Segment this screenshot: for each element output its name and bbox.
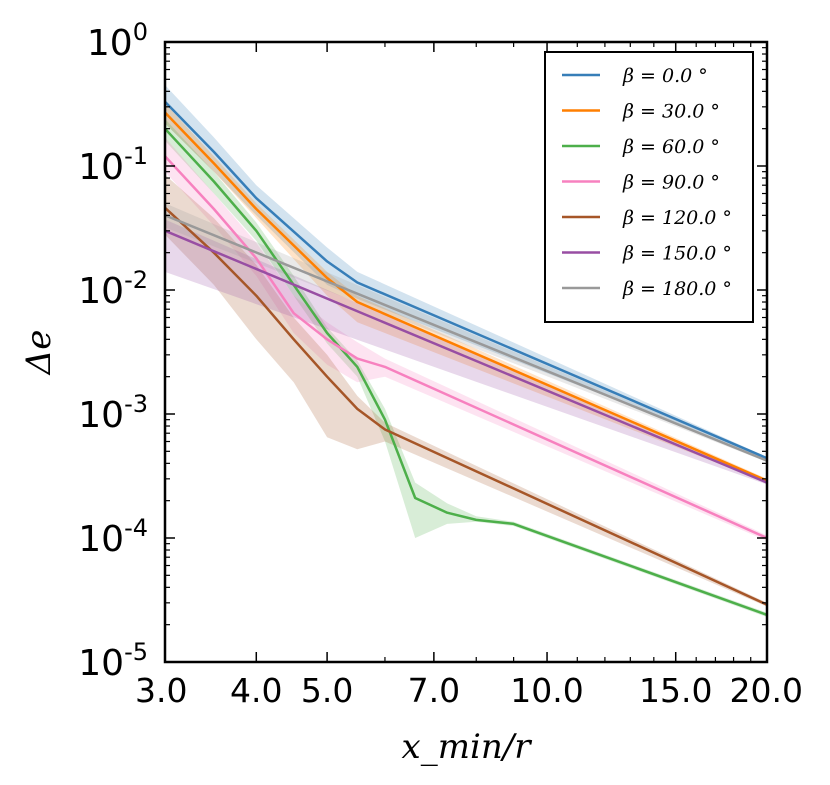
x-tick-label: 7.0 <box>408 671 460 710</box>
y-axis: 10-5 10-4 10-3 10-2 10-1 100 <box>78 18 767 684</box>
series-line-4 <box>165 206 767 606</box>
legend-label: β = 30.0 ° <box>622 101 720 123</box>
y-axis-label: Δe <box>19 330 59 377</box>
legend: β = 0.0 ° β = 30.0 ° β = 60.0 ° β = 90.0 ° β… <box>544 51 754 323</box>
y-tick-label: 10-2 <box>78 266 148 312</box>
series-line-5 <box>165 229 767 484</box>
x-axis: 3.0 4.0 5.0 7.0 10.0 15.0 20.0 <box>135 42 803 710</box>
x-tick-label: 5.0 <box>301 671 353 710</box>
x-tick-label: 10.0 <box>510 671 583 710</box>
y-tick-label: 10-5 <box>78 638 148 684</box>
y-tick-label: 10-1 <box>78 142 148 188</box>
x-tick-label: 20.0 <box>730 671 803 710</box>
series-lines <box>165 100 767 617</box>
x-tick-label: 3.0 <box>135 671 187 710</box>
legend-label: β = 90.0 ° <box>622 172 720 194</box>
y-tick-label: 10-3 <box>78 390 148 436</box>
legend-label: β = 180.0 ° <box>622 278 732 300</box>
legend-label: β = 0.0 ° <box>622 65 708 87</box>
series-line-1 <box>165 111 767 482</box>
x-tick-label: 15.0 <box>639 671 712 710</box>
y-tick-label: 100 <box>87 18 148 64</box>
series-line-0 <box>165 100 767 460</box>
series-line-3 <box>165 155 767 540</box>
legend-box <box>544 51 754 323</box>
legend-label: β = 150.0 ° <box>622 243 732 265</box>
x-axis-label: x_min/r <box>402 727 533 767</box>
series-line-2 <box>165 127 767 617</box>
legend-label: β = 120.0 ° <box>622 207 732 229</box>
series-line-6 <box>165 214 767 462</box>
legend-label: β = 60.0 ° <box>622 136 720 158</box>
plot-frame <box>163 40 769 664</box>
y-tick-label: 10-4 <box>78 514 148 560</box>
series-band-5 <box>165 219 767 485</box>
x-tick-label: 4.0 <box>230 671 282 710</box>
